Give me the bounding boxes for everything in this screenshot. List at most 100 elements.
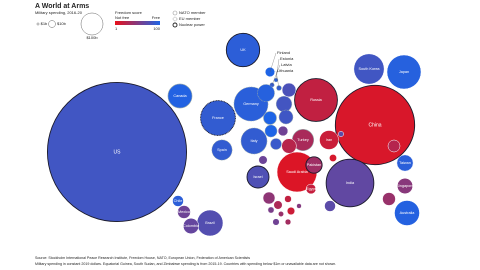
size-legend-label: $10b bbox=[57, 21, 67, 26]
bubble-label: South Korea bbox=[358, 67, 380, 71]
bubble-label: Latvia bbox=[281, 62, 292, 67]
bubble-label: Russia bbox=[310, 98, 322, 102]
color-min-label: 1 bbox=[115, 26, 118, 31]
size-legend-circle bbox=[36, 22, 40, 26]
bubble-label: Mexico bbox=[178, 210, 190, 214]
bubble bbox=[386, 54, 422, 90]
bubble bbox=[294, 78, 338, 122]
bubble bbox=[281, 138, 297, 154]
bubble-label: Israel bbox=[253, 175, 262, 179]
bubble-label: Canada bbox=[173, 94, 187, 98]
bubble bbox=[273, 200, 283, 210]
bubble bbox=[396, 177, 414, 195]
bubble-label: Finland bbox=[277, 50, 290, 55]
bubble-label: India bbox=[346, 181, 355, 185]
bubble bbox=[211, 139, 233, 161]
bubble-label: Brazil bbox=[205, 221, 215, 225]
bubble bbox=[270, 138, 282, 150]
bubble-label: Spain bbox=[217, 148, 227, 152]
bubble bbox=[172, 195, 184, 207]
bubble-label: Italy bbox=[251, 139, 258, 143]
bubble bbox=[353, 53, 385, 85]
bubble bbox=[272, 218, 280, 226]
bubble-label: Pakistan bbox=[307, 163, 322, 167]
bubble bbox=[258, 155, 268, 165]
bubble-label: France bbox=[212, 116, 224, 120]
color-high-label: Free bbox=[152, 15, 161, 20]
bubble-label: China bbox=[368, 122, 381, 128]
bubble-label: Australia bbox=[400, 211, 416, 215]
bubble bbox=[263, 111, 277, 125]
bubble bbox=[305, 156, 323, 174]
size-legend-title: Military spending, 2016-20 bbox=[35, 10, 83, 15]
bubble-label: US bbox=[114, 149, 122, 155]
bubble bbox=[325, 158, 375, 208]
bubble-label: Estonia bbox=[280, 56, 294, 61]
bubble bbox=[278, 109, 294, 125]
leader-line bbox=[275, 70, 280, 89]
bubble bbox=[281, 82, 297, 98]
bubble bbox=[267, 206, 275, 214]
bubble bbox=[324, 200, 336, 212]
color-gradient bbox=[115, 21, 160, 25]
size-legend-label: $100b bbox=[86, 35, 98, 40]
note: Military spending in constant 2019 dolla… bbox=[35, 262, 336, 266]
bubble-label: Lithuania bbox=[277, 68, 294, 73]
bubble-label: Egypt bbox=[306, 187, 317, 191]
bubble bbox=[262, 191, 276, 205]
eu-legend: EU member bbox=[179, 16, 201, 21]
leader-line bbox=[269, 52, 277, 73]
size-legend-circle bbox=[48, 20, 56, 28]
bubble-label: Chile bbox=[174, 199, 183, 203]
bubble bbox=[167, 83, 193, 109]
bubble bbox=[264, 124, 278, 138]
bubble bbox=[246, 165, 270, 189]
bubble-label: Iran bbox=[326, 138, 333, 142]
bubble bbox=[177, 205, 191, 219]
bubble-label: Saudi Arabia bbox=[286, 170, 308, 174]
bubble-label: Singapore bbox=[396, 184, 413, 188]
leader-line bbox=[275, 58, 280, 81]
bubble bbox=[240, 127, 268, 155]
bubble bbox=[277, 125, 289, 137]
bubble bbox=[382, 192, 396, 206]
bubble bbox=[225, 32, 261, 68]
bubble-label: Taiwan bbox=[399, 161, 411, 165]
bubble bbox=[275, 95, 293, 113]
bubble-label: Turkey bbox=[297, 138, 309, 142]
size-legend-circle bbox=[80, 12, 104, 36]
size-legend-label: $1b bbox=[41, 21, 48, 26]
color-legend-title: Freedom score bbox=[115, 10, 143, 15]
bubble bbox=[329, 154, 337, 162]
bubble bbox=[319, 130, 339, 150]
bubble bbox=[296, 203, 302, 209]
bubble bbox=[182, 217, 200, 235]
nuclear-glyph bbox=[172, 22, 178, 28]
bubble bbox=[387, 139, 401, 153]
bubble-label: UK bbox=[240, 48, 246, 52]
source: Source: Stockholm International Peace Re… bbox=[35, 256, 250, 260]
nato-legend: NATO member bbox=[179, 10, 206, 15]
bubble bbox=[286, 206, 296, 216]
leader-line bbox=[271, 64, 281, 86]
bubble bbox=[284, 218, 292, 226]
color-max-label: 100 bbox=[153, 26, 160, 31]
bubble-label: Germany bbox=[243, 102, 259, 106]
bubble bbox=[305, 183, 317, 195]
bubble bbox=[46, 81, 188, 223]
bubble bbox=[284, 195, 292, 203]
bubble-label: Japan bbox=[399, 70, 409, 74]
color-low-label: Not free bbox=[115, 15, 130, 20]
eu-glyph bbox=[172, 16, 178, 22]
bubble bbox=[257, 84, 275, 102]
bubble bbox=[338, 131, 344, 137]
bubble bbox=[200, 100, 236, 136]
chart-title: A World at Arms bbox=[35, 3, 89, 10]
nato-glyph bbox=[172, 10, 178, 16]
bubble bbox=[394, 200, 420, 226]
bubble bbox=[396, 154, 414, 172]
bubble bbox=[278, 211, 284, 217]
nuclear-legend: Nuclear power bbox=[179, 22, 205, 27]
bubble-label: Colombia bbox=[183, 224, 200, 228]
